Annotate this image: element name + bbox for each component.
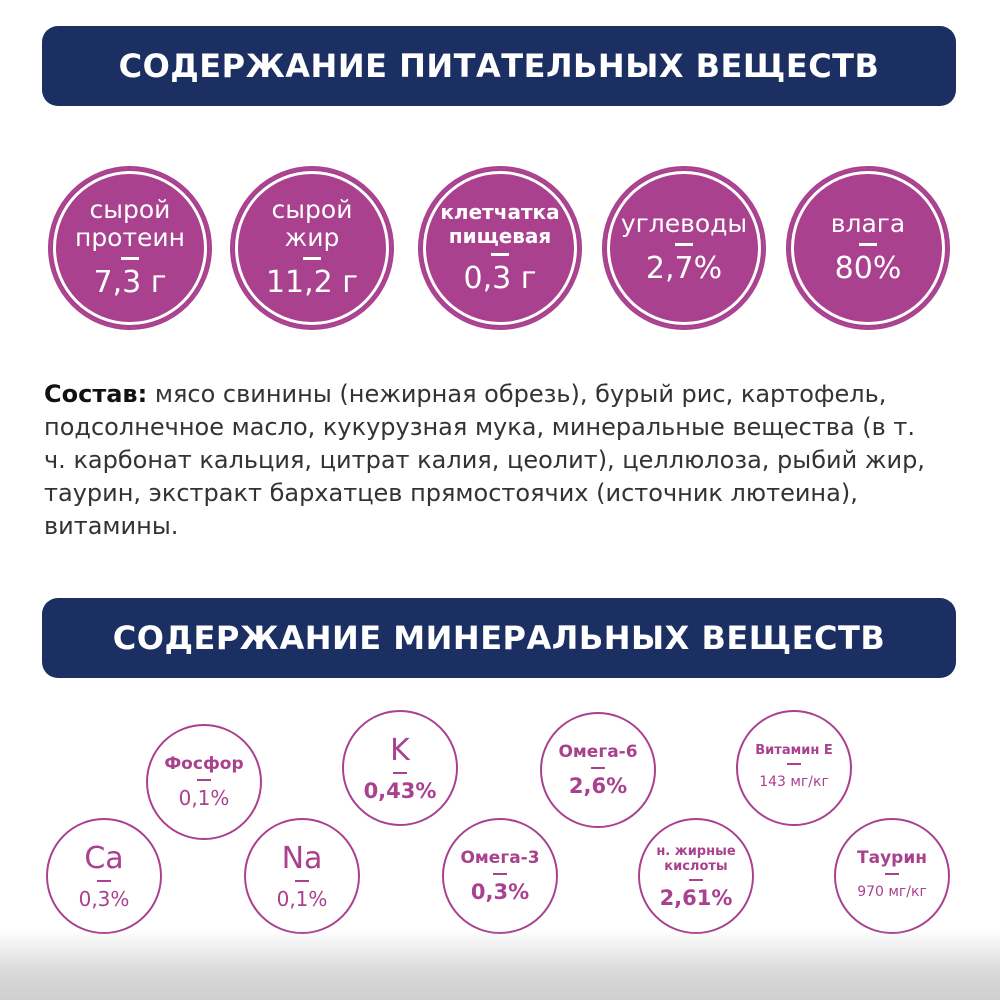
mineral-badge-phosphorus: Фосфор 0,1% (146, 724, 262, 840)
mineral-badge-potassium: K 0,43% (342, 710, 458, 826)
nutrient-divider (121, 257, 139, 260)
mineral-label: Омега-6 (558, 742, 638, 762)
nutrient-divider (675, 243, 693, 246)
mineral-divider (689, 878, 703, 881)
mineral-divider (885, 873, 899, 875)
mineral-divider (295, 879, 309, 882)
mineral-value: 143 мг/кг (759, 774, 829, 790)
mineral-badge-omega-6: Омега-6 2,6% (540, 712, 656, 828)
mineral-divider (493, 873, 507, 875)
composition-heading: Состав: (44, 380, 148, 408)
nutrient-badge-moisture: влага 80% (786, 166, 950, 330)
mineral-label: Na (281, 840, 323, 876)
mineral-value: 0,3% (78, 886, 130, 911)
nutrient-badge-carbs: углеводы 2,7% (602, 166, 766, 330)
nutrient-label: сырой протеин (74, 195, 186, 252)
nutrient-badge-protein: сырой протеин 7,3 г (48, 166, 212, 330)
mineral-value: 0,1% (276, 886, 328, 911)
composition-body: мясо свинины (нежирная обрезь), бурый ри… (44, 380, 925, 540)
mineral-badge-calcium: Ca 0,3% (46, 818, 162, 934)
mineral-label: н. жирные кислоты (656, 843, 736, 874)
mineral-divider (591, 767, 605, 769)
minerals-title-banner: СОДЕРЖАНИЕ МИНЕРАЛЬНЫХ ВЕЩЕСТВ (42, 598, 956, 678)
nutrient-value: 80% (834, 251, 902, 286)
nutrient-value: 11,2 г (265, 265, 359, 300)
mineral-label: Таурин (857, 848, 927, 868)
mineral-badge-taurine: Таурин 970 мг/кг (834, 818, 950, 934)
mineral-divider (393, 771, 407, 774)
mineral-divider (97, 879, 111, 882)
nutrient-label: влага (830, 209, 906, 238)
mineral-badge-vitamin-e: Витамин Е 143 мг/кг (736, 710, 852, 826)
nutrient-badge-fiber: клетчатка пищевая 0,3 г (418, 166, 582, 330)
nutrient-value: 7,3 г (93, 265, 167, 300)
nutrients-title-banner: СОДЕРЖАНИЕ ПИТАТЕЛЬНЫХ ВЕЩЕСТВ (42, 26, 956, 106)
mineral-divider (787, 763, 801, 765)
mineral-badge-sodium: Na 0,1% (244, 818, 360, 934)
mineral-label: Фосфор (164, 754, 244, 774)
nutrient-label: сырой жир (271, 195, 353, 252)
nutrient-divider (859, 243, 877, 246)
nutrient-label: углеводы (620, 209, 748, 238)
nutrient-divider (491, 253, 509, 256)
mineral-value: 0,43% (363, 778, 437, 803)
mineral-badge-omega-3: Омега-3 0,3% (442, 818, 558, 934)
mineral-value: 970 мг/кг (857, 884, 927, 900)
mineral-value: 2,6% (568, 774, 628, 798)
mineral-label: Витамин Е (755, 743, 833, 758)
bottom-fade (0, 930, 1000, 1000)
mineral-value: 0,3% (470, 880, 530, 904)
minerals-title: СОДЕРЖАНИЕ МИНЕРАЛЬНЫХ ВЕЩЕСТВ (112, 619, 886, 657)
nutrient-value: 0,3 г (463, 261, 537, 296)
mineral-value: 0,1% (178, 786, 230, 810)
nutrient-value: 2,7% (645, 251, 723, 286)
nutrients-title: СОДЕРЖАНИЕ ПИТАТЕЛЬНЫХ ВЕЩЕСТВ (118, 47, 880, 85)
mineral-badge-fatty-acids: н. жирные кислоты 2,61% (638, 818, 754, 934)
mineral-label: Ca (84, 840, 124, 876)
mineral-value: 2,61% (659, 885, 733, 910)
nutrient-divider (303, 257, 321, 260)
composition-text: Состав: мясо свинины (нежирная обрезь), … (44, 378, 944, 543)
nutrient-label: клетчатка пищевая (440, 200, 560, 248)
mineral-label: Омега-3 (460, 848, 540, 868)
mineral-divider (197, 779, 211, 781)
nutrient-badge-fat: сырой жир 11,2 г (230, 166, 394, 330)
mineral-label: K (390, 732, 410, 768)
